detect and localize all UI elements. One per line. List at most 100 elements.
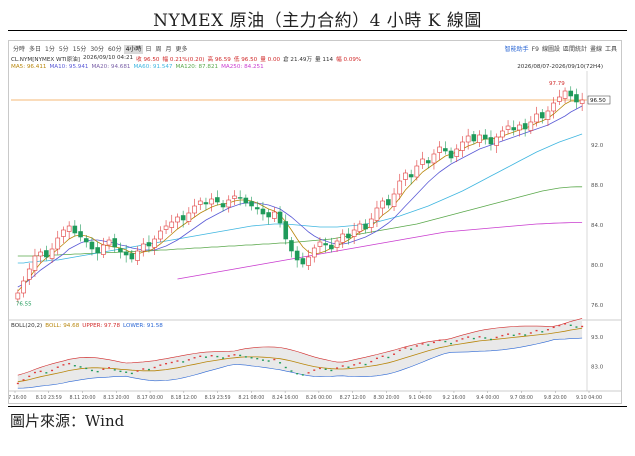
- tool-button[interactable]: 智能助手: [504, 46, 529, 53]
- candle-body: [397, 180, 403, 195]
- candle-body: [72, 225, 78, 234]
- candle-body: [431, 153, 437, 164]
- candle-body: [203, 202, 209, 205]
- candle-body: [49, 248, 55, 259]
- period-tab[interactable]: 60分: [107, 46, 122, 53]
- candle-body: [437, 146, 442, 153]
- period-tab[interactable]: 5分: [58, 46, 69, 53]
- caption-divider: [8, 406, 627, 407]
- candle-body: [32, 255, 38, 271]
- candle-body: [158, 230, 163, 240]
- kline-chart[interactable]: 76.0 80.0 84.0 88.0 92.0 83.0 93.0 96.50 97.79 76…: [9, 41, 621, 403]
- datetime-label: 2026/09/10 04:21: [82, 55, 134, 61]
- candle-body: [294, 250, 300, 261]
- quote-info-row: CL.NYM[NYMEX WTI原油] 2026/09/10 04:21 收 9…: [11, 55, 361, 63]
- candle-body: [351, 229, 357, 237]
- figure-caption: 圖片來源：Wind: [10, 412, 125, 430]
- candle-body: [197, 200, 203, 205]
- candle-body: [306, 256, 311, 266]
- candle-body: [454, 148, 460, 157]
- candle-body: [180, 215, 186, 221]
- x-tick-label: 8.30 20:00: [373, 395, 399, 401]
- x-tick-label: 9.2 16:00: [442, 395, 465, 401]
- candle-body: [66, 225, 72, 232]
- candle-body: [283, 221, 289, 240]
- candle-body: [44, 250, 49, 258]
- period-tab[interactable]: 分時: [13, 46, 26, 53]
- period-tab[interactable]: 15分: [72, 46, 87, 53]
- x-tick-label: 9.8 20:00: [544, 395, 567, 401]
- x-tick-label: 8.26 00:00: [306, 395, 332, 401]
- tools-toolbar: 智能助手 F9 線圖設 區間統計 畫線 工具: [505, 45, 617, 54]
- candle-body: [380, 200, 385, 209]
- x-tick-label: 8.24 16:00: [272, 395, 298, 401]
- period-tab[interactable]: 4小時: [123, 45, 144, 54]
- candle-body: [517, 124, 522, 131]
- period-tab[interactable]: 30分: [90, 46, 104, 53]
- tool-button[interactable]: 線圖設: [541, 46, 560, 53]
- candle-body: [545, 110, 551, 120]
- candle-body: [21, 280, 26, 294]
- candle-body: [209, 198, 214, 205]
- ticks-label: 量 114: [315, 57, 334, 63]
- tool-button[interactable]: 畫線: [589, 46, 602, 53]
- candle-body: [539, 112, 545, 119]
- candle-body: [146, 242, 152, 247]
- candle-body: [522, 123, 528, 130]
- boll-tick-label: 83.0: [591, 364, 604, 370]
- candle-body: [357, 223, 363, 232]
- candle-body: [346, 233, 351, 239]
- candle-body: [488, 137, 494, 145]
- period-tab[interactable]: 1分: [45, 46, 55, 53]
- candle-body: [15, 292, 21, 300]
- candle-body: [414, 165, 420, 178]
- title-divider: [8, 30, 627, 31]
- tool-button[interactable]: 區間統計: [562, 46, 587, 53]
- x-tick-label: 9.4 00:00: [476, 395, 499, 401]
- x-tick-label: 8.10 23:59: [36, 395, 62, 401]
- candle-body: [175, 216, 180, 223]
- pct-label: 幅 0.09%: [336, 57, 362, 63]
- tool-button[interactable]: F9: [531, 46, 539, 53]
- candle-body: [135, 250, 140, 261]
- low-marker-label: 76.55: [16, 302, 32, 308]
- candle-body: [323, 243, 328, 246]
- ma-legend-item: MA10: 95.941: [49, 64, 89, 70]
- candle-body: [83, 238, 89, 243]
- candle-body: [551, 102, 556, 112]
- candle-body: [568, 90, 574, 97]
- x-tick-label: 8.18 12:00: [171, 395, 197, 401]
- candle-body: [557, 96, 562, 102]
- period-tab[interactable]: 月: [165, 46, 172, 53]
- candle-body: [329, 244, 334, 250]
- date-range-label: 2026/08/07-2026/09/10(72H4): [517, 64, 603, 70]
- candle-body: [169, 221, 175, 228]
- boll-legend-item: BOLL: 94.68: [45, 323, 80, 329]
- candle-body: [500, 130, 505, 138]
- high-label: 高 96.59: [207, 57, 231, 63]
- ma-legend-item: MA5: 96.411: [11, 64, 47, 70]
- candle-body: [443, 148, 448, 152]
- candle-body: [55, 237, 61, 250]
- candle-body: [272, 211, 277, 219]
- vol-label: 量 0.00: [260, 57, 281, 63]
- candle-body: [277, 211, 283, 224]
- candle-body: [260, 208, 266, 215]
- candle-body: [579, 99, 585, 104]
- candle-body: [163, 225, 169, 230]
- candle-body: [186, 212, 192, 222]
- ma10-line: [17, 105, 583, 288]
- x-tick-label: 8.11 20:00: [70, 395, 96, 401]
- x-tick-label: 9.10 04:00: [576, 395, 602, 401]
- period-tab[interactable]: 日: [145, 46, 152, 53]
- boll-legend-item: BOLL(20,2): [11, 323, 43, 329]
- candle-body: [38, 251, 43, 257]
- candle-body: [482, 134, 488, 140]
- candle-body: [562, 90, 568, 99]
- candle-body: [78, 231, 83, 238]
- period-tab[interactable]: 多日: [29, 46, 42, 53]
- y-tick-label: 92.0: [591, 143, 604, 149]
- period-tab[interactable]: 更多: [175, 46, 188, 53]
- period-tab[interactable]: 周: [155, 46, 162, 53]
- tool-button[interactable]: 工具: [604, 46, 617, 53]
